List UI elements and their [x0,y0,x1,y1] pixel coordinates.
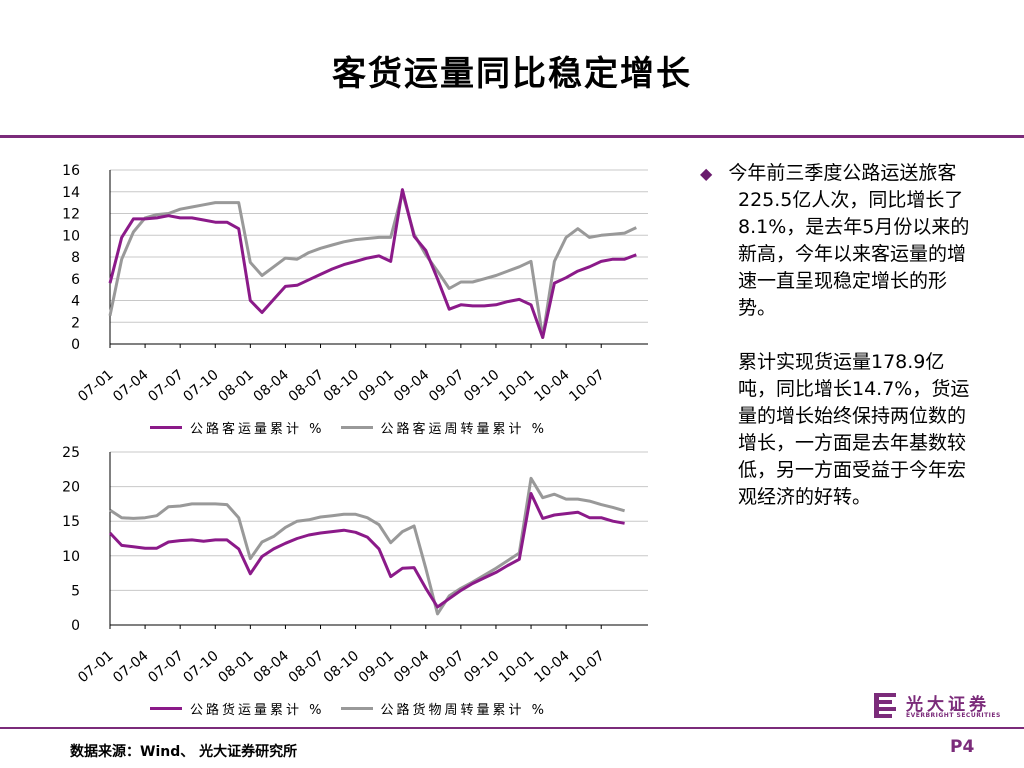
title-divider [0,135,1024,138]
freight-y-tick-label: 20 [62,480,80,496]
freight-x-tick-label: 09-07 [426,648,467,686]
freight-x-tick-label: 07-07 [145,648,186,686]
legend-swatch-purple [150,426,182,429]
legend-label: 公路客运量累计 % [190,422,325,437]
freight-y-tick-label: 5 [71,583,80,599]
slide-title: 客货运量同比稳定增长 [332,54,692,94]
passenger-x-tick-label: 10-04 [531,367,573,405]
freight-chart-legend: 公路货运量累计 % 公路货物周转量累计 % [150,699,557,718]
passenger-x-tick-label: 10-07 [566,367,607,405]
freight-x-tick-label: 10-01 [496,648,537,686]
legend-label: 公路客运周转量累计 % [380,422,547,437]
freight-y-tick-label: 15 [62,514,80,530]
passenger-x-tick-label: 08-01 [215,367,256,405]
freight-x-tick-label: 08-01 [215,648,256,686]
legend-label: 公路货物周转量累计 % [380,703,547,718]
freight-chart: 0 5 10 15 20 25 07-0107-0407-0707-1008-0108-04… [62,445,648,686]
freight-x-tick-label: 10-07 [566,648,607,686]
passenger-x-tick-label: 08-04 [251,367,293,405]
freight-x-tick-label: 07-04 [110,648,152,686]
passenger-series-line-volume [108,188,637,339]
passenger-x-tick-label: 07-01 [75,367,116,405]
commentary: ◆ 今年前三季度公路运送旅客225.5亿人次，同比增长了8.1%，是去年5月份以来… [700,160,980,511]
passenger-x-tick-label: 09-01 [356,367,397,405]
freight-x-tick-label: 09-04 [391,648,433,686]
legend-item-passenger-volume: 公路客运量累计 % [150,418,325,437]
passenger-y-tick-label: 4 [71,294,80,310]
legend-item-freight-turnover: 公路货物周转量累计 % [340,699,548,718]
freight-x-tick-label: 07-10 [180,648,221,686]
passenger-y-tick-label: 6 [71,272,80,288]
passenger-chart-legend: 公路客运量累计 % 公路客运周转量累计 % [150,418,557,437]
passenger-series-line-turnover [108,191,637,339]
logo-text-cn: 光大证券 [906,695,990,715]
freight-y-tick-label: 25 [62,445,80,461]
freight-series-line-volume [108,492,625,609]
passenger-y-tick-label: 12 [62,207,80,223]
passenger-y-tick-label: 0 [71,337,80,353]
legend-item-passenger-turnover: 公路客运周转量累计 % [340,418,548,437]
freight-series-line-turnover [109,476,626,616]
everbright-logo-icon [874,693,896,718]
legend-swatch-gray [340,426,373,429]
passenger-x-tick-label: 08-10 [321,367,362,405]
page-number: P4 [950,737,975,757]
passenger-x-tick-label: 07-04 [110,367,152,405]
commentary-passenger-text: 今年前三季度公路运送旅客225.5亿人次，同比增长了8.1%，是去年5月份以来的… [728,162,970,319]
passenger-y-tick-label: 10 [62,228,80,244]
passenger-chart: 024681012141607-0107-0407-0707-1008-0108… [62,163,648,405]
passenger-y-tick-label: 16 [62,163,80,179]
freight-y-tick-label: 0 [71,618,80,634]
commentary-freight: 累计实现货运量178.9亿吨，同比增长14.7%，货运量的增长始终保持两位数的增… [738,351,970,508]
freight-x-tick-label: 09-01 [356,648,397,686]
commentary-passenger: ◆ 今年前三季度公路运送旅客225.5亿人次，同比增长了8.1%，是去年5月份以来… [700,160,980,322]
passenger-x-tick-label: 07-07 [145,367,186,405]
freight-x-tick-label: 09-10 [461,648,502,686]
passenger-y-tick-label: 8 [71,250,80,266]
passenger-x-tick-label: 09-04 [391,367,433,405]
passenger-y-tick-label: 2 [71,315,80,331]
legend-swatch-gray [340,707,373,710]
freight-x-tick-label: 07-01 [75,648,116,686]
everbright-logo: 光大证券 EVERBRIGHT SECURITIES [872,690,1002,724]
passenger-y-tick-label: 14 [62,185,80,201]
logo-text-en: EVERBRIGHT SECURITIES [906,712,1001,719]
freight-x-tick-label: 08-10 [321,648,362,686]
data-source-note: 数据来源：Wind、 光大证券研究所 [70,744,298,760]
passenger-x-tick-label: 08-07 [286,367,327,405]
freight-x-tick-label: 10-04 [531,648,573,686]
footer-divider [0,727,1024,729]
legend-swatch-purple [150,707,182,710]
freight-y-tick-label: 10 [62,549,80,565]
legend-item-freight-volume: 公路货运量累计 % [150,699,325,718]
passenger-x-tick-label: 10-01 [496,367,537,405]
diamond-bullet-icon: ◆ [700,164,713,183]
passenger-x-tick-label: 07-10 [180,367,221,405]
freight-x-tick-label: 08-04 [251,648,293,686]
legend-label: 公路货运量累计 % [190,703,325,718]
passenger-x-tick-label: 09-07 [426,367,467,405]
passenger-x-tick-label: 09-10 [461,367,502,405]
freight-x-tick-label: 08-07 [286,648,327,686]
